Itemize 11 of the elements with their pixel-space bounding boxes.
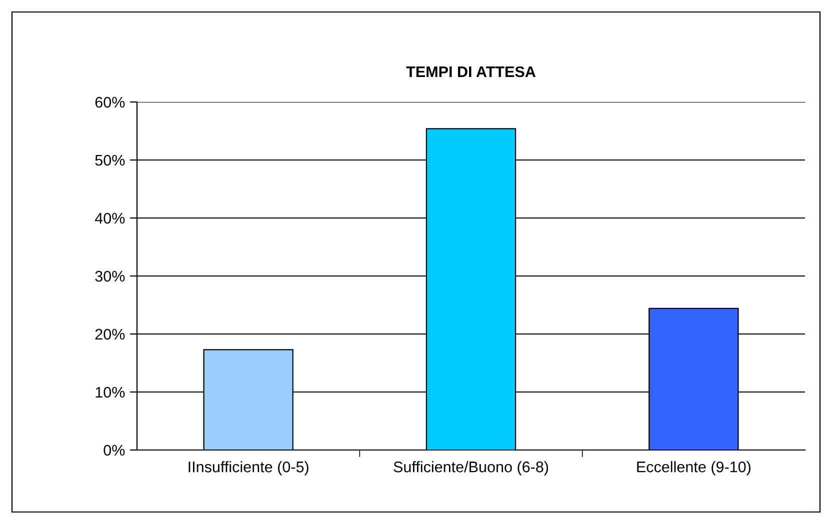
x-tick-label: Eccellente (9-10): [637, 461, 750, 476]
y-tick-label: 10%: [96, 386, 125, 398]
x-tick-label: Sufficiente/Buono (6-8): [394, 461, 548, 476]
y-tick-label: 0%: [104, 444, 125, 456]
y-tick-label: 50%: [95, 154, 125, 166]
chart-title: TEMPI DI ATTESA: [406, 66, 536, 78]
y-tick-label: 40%: [94, 212, 125, 224]
y-tick-label: 30%: [95, 270, 125, 282]
y-tick-label: 60%: [95, 96, 125, 108]
y-tick-label: 20%: [95, 328, 125, 340]
x-tick-label: IInsufficiente (0-5): [188, 461, 308, 476]
